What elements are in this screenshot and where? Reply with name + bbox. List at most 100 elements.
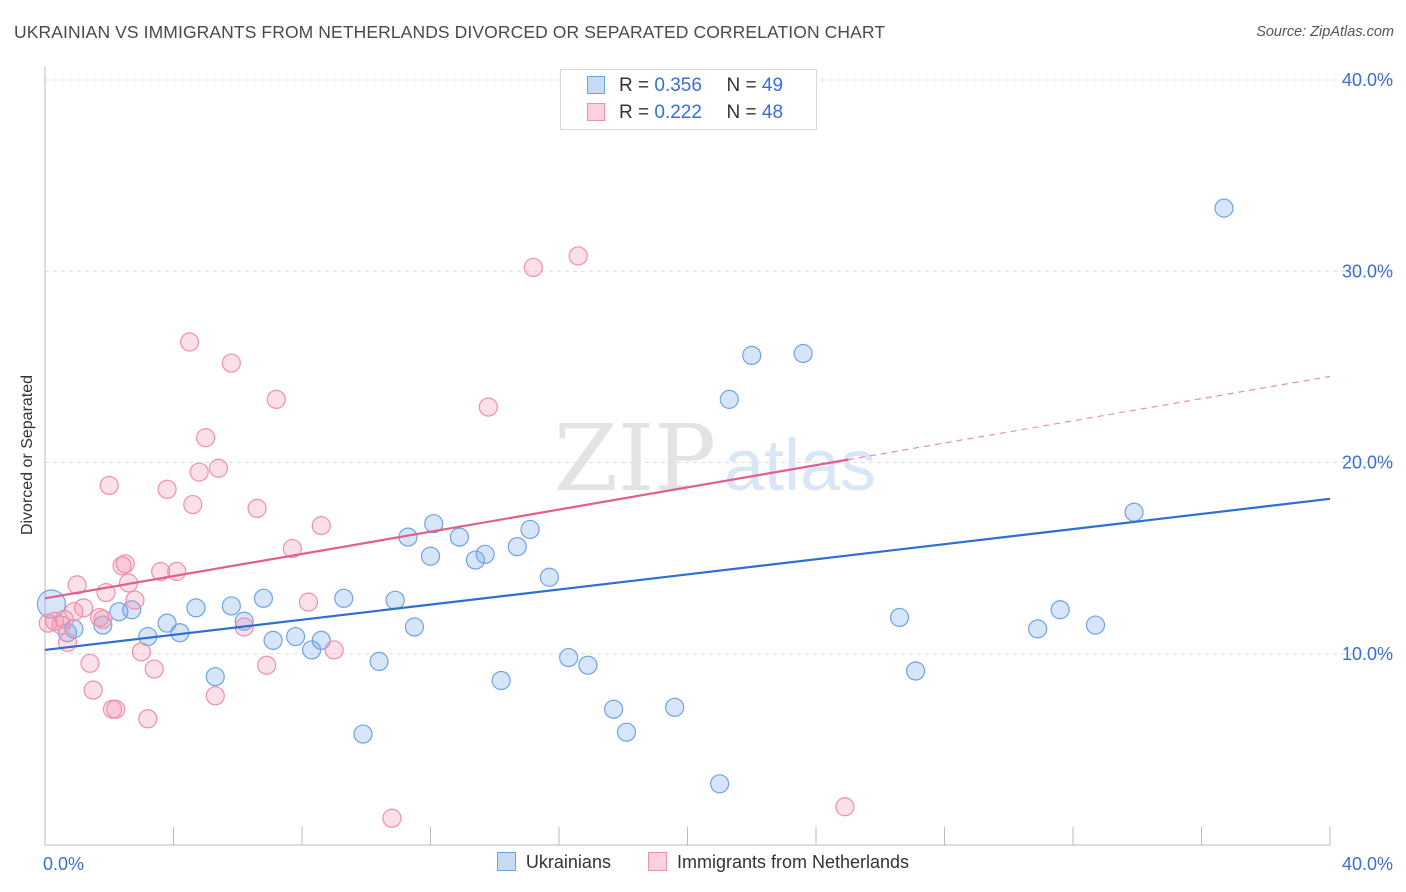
data-point (889, 607, 910, 628)
data-point (1085, 615, 1106, 635)
data-point (475, 544, 495, 564)
x-tick-label: 0.0% (43, 854, 84, 874)
data-point (1214, 198, 1234, 218)
data-point (478, 397, 498, 417)
data-point (449, 527, 470, 547)
data-point (404, 617, 425, 637)
data-point (298, 592, 319, 612)
data-point (196, 428, 216, 448)
data-point (523, 257, 543, 278)
data-point (205, 686, 225, 706)
legend-label: Immigrants from Netherlands (676, 852, 910, 872)
legend-r-label: R = (619, 75, 650, 96)
x-tick-label: 40.0% (1342, 854, 1393, 874)
data-point (285, 626, 306, 647)
data-point (179, 332, 200, 352)
correlation-legend: R = 0.356 N = 49 R = 0.222 N = 48 (560, 69, 817, 130)
data-point (157, 613, 177, 633)
data-point (221, 596, 241, 616)
legend-n-value: 49 (761, 75, 784, 96)
data-point (604, 699, 624, 719)
data-point (282, 538, 302, 559)
data-point (465, 550, 486, 570)
legend-r-label: R = (619, 102, 650, 123)
data-point (369, 651, 389, 672)
data-point (189, 462, 209, 482)
data-point (112, 556, 132, 576)
data-point (334, 588, 354, 608)
data-point (491, 670, 511, 691)
data-point (83, 680, 103, 700)
data-point (578, 655, 598, 675)
data-point (157, 479, 177, 499)
legend-r-value: 0.222 (654, 102, 702, 123)
data-point (420, 546, 441, 566)
data-point (324, 640, 344, 660)
series-legend: Ukrainians Immigrants from Netherlands (0, 852, 1406, 878)
chart-title: UKRAINIAN VS IMMIGRANTS FROM NETHERLANDS… (14, 22, 886, 42)
legend-row-ukrainians: R = 0.356 N = 49 (587, 75, 783, 99)
data-point (1050, 600, 1070, 620)
y-tick-label: 10.0% (1342, 644, 1393, 664)
data-point (710, 774, 730, 794)
data-point (424, 514, 444, 534)
y-tick-label: 30.0% (1342, 261, 1393, 281)
axes (44, 66, 1331, 846)
legend-n-label: N = (726, 102, 757, 123)
trend-lines (44, 375, 1331, 652)
legend-row-netherlands: R = 0.222 N = 48 (587, 102, 783, 126)
trend-line-extension (848, 375, 1331, 461)
data-point (1124, 502, 1144, 522)
data-point (616, 722, 637, 742)
data-point (266, 389, 286, 409)
data-point (80, 653, 100, 673)
legend-n-label: N = (726, 75, 757, 96)
y-tick-label: 40.0% (1342, 70, 1393, 90)
data-point (93, 609, 113, 629)
tick-labels: 10.0% 20.0% 30.0% 40.0% 0.0% 40.0% (43, 70, 1393, 874)
trend-line (44, 458, 849, 600)
source-credit: Source: ZipAtlas.com (1256, 24, 1394, 40)
data-point (742, 345, 762, 365)
data-point (311, 516, 331, 536)
data-point (507, 537, 527, 557)
watermark-atlas: atlas (724, 426, 876, 506)
data-point (54, 609, 74, 629)
y-tick-label: 20.0% (1342, 453, 1393, 473)
data-point (221, 353, 241, 373)
data-point (793, 343, 813, 364)
legend-item-ukrainians: Ukrainians (496, 852, 611, 873)
data-point (568, 246, 588, 266)
data-point (167, 561, 187, 582)
legend-swatch-pink (587, 103, 605, 121)
data-point (115, 554, 135, 574)
data-point (382, 808, 402, 828)
data-point (186, 598, 206, 618)
legend-swatch-pink (647, 852, 667, 871)
data-point (665, 697, 685, 717)
data-point (183, 494, 203, 515)
watermark: ZIP atlas (554, 405, 876, 512)
data-point (208, 458, 229, 478)
data-point (520, 519, 540, 540)
data-point (539, 567, 559, 587)
data-point (106, 699, 126, 719)
data-point (311, 630, 331, 650)
data-point (90, 607, 110, 628)
trend-line (44, 497, 1331, 652)
data-point (253, 588, 274, 608)
data-point (247, 498, 267, 518)
grid-lines (45, 79, 1395, 655)
data-point (125, 590, 145, 610)
data-point (905, 661, 926, 681)
data-point (719, 389, 739, 409)
legend-label: Ukrainians (525, 852, 611, 872)
y-axis-title: Divorced or Separated (19, 374, 36, 536)
legend-swatch-blue (587, 76, 605, 94)
data-point (559, 647, 579, 668)
data-point (257, 655, 277, 675)
data-point (144, 659, 164, 679)
data-point (51, 615, 71, 635)
data-point (353, 724, 373, 744)
